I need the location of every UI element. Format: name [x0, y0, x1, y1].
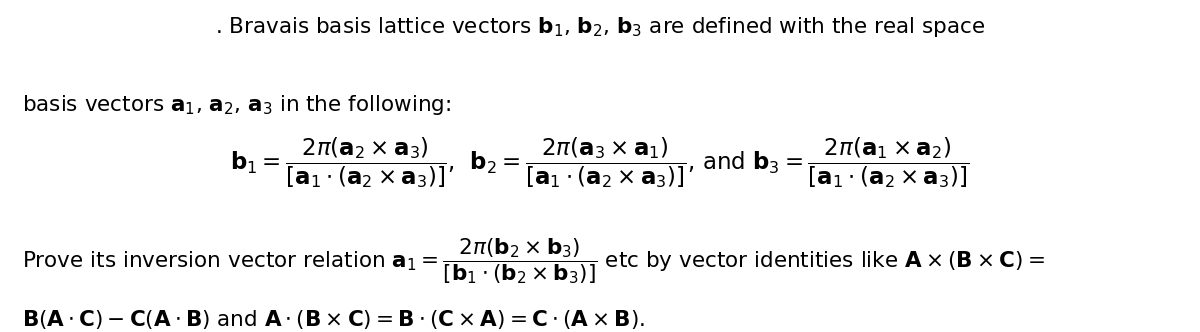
Text: $\mathbf{B}(\mathbf{A} \cdot \mathbf{C}) - \mathbf{C}(\mathbf{A} \cdot \mathbf{B: $\mathbf{B}(\mathbf{A} \cdot \mathbf{C})…: [22, 308, 644, 331]
Text: basis vectors $\mathbf{a}_1$, $\mathbf{a}_2$, $\mathbf{a}_3$ in the following:: basis vectors $\mathbf{a}_1$, $\mathbf{a…: [22, 93, 451, 117]
Text: . Bravais basis lattice vectors $\mathbf{b}_1$, $\mathbf{b}_2$, $\mathbf{b}_3$ a: . Bravais basis lattice vectors $\mathbf…: [215, 15, 985, 39]
Text: $\mathbf{b}_1 = \dfrac{2\pi(\mathbf{a}_2 \times \mathbf{a}_3)}{[\mathbf{a}_1 \cd: $\mathbf{b}_1 = \dfrac{2\pi(\mathbf{a}_2…: [230, 135, 970, 190]
Text: Prove its inversion vector relation $\mathbf{a}_1 = \dfrac{2\pi(\mathbf{b}_2 \ti: Prove its inversion vector relation $\ma…: [22, 236, 1044, 286]
